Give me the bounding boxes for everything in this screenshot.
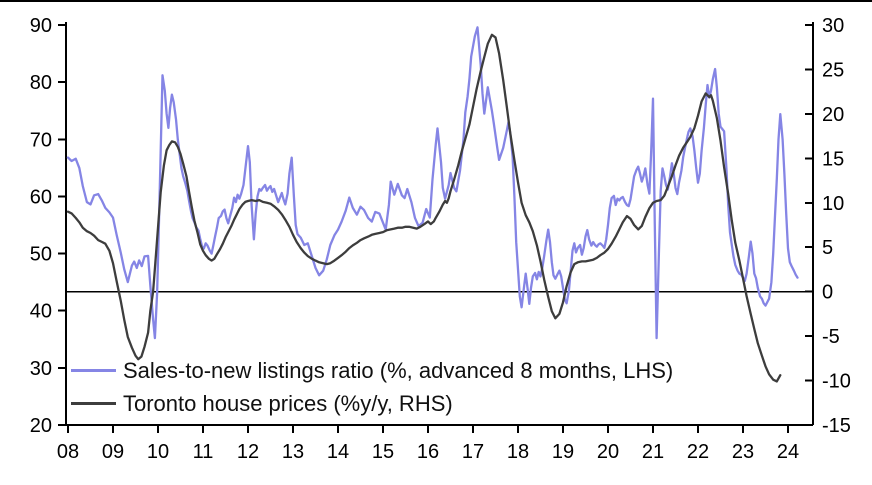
left-tick-label: 40: [30, 301, 52, 323]
ratio-line-sample-icon: [71, 369, 116, 372]
right-tick-label: -10: [822, 371, 851, 393]
right-tick-label: 10: [822, 193, 844, 215]
right-tick-label: 30: [822, 15, 844, 37]
axes: [58, 22, 814, 433]
year-tick-label: 19: [552, 441, 574, 463]
right-tick-label: 0: [822, 282, 833, 304]
prices-line-sample-icon: [71, 402, 116, 405]
right-tick-label: -5: [822, 326, 840, 348]
ratio-line: [66, 26, 799, 340]
year-tick-label: 10: [147, 441, 169, 463]
prices-line: [66, 33, 782, 383]
year-tick-label: 08: [57, 441, 79, 463]
legend-item-ratio: Sales-to-new listings ratio (%, advanced…: [71, 354, 673, 387]
left-tick-label: 20: [30, 415, 52, 437]
year-tick-label: 09: [102, 441, 124, 463]
legend-label-ratio: Sales-to-new listings ratio (%, advanced…: [123, 357, 674, 383]
year-tick-label: 14: [327, 441, 349, 463]
left-tick-label: 90: [30, 15, 52, 37]
year-tick-label: 16: [417, 441, 439, 463]
legend-label-prices: Toronto house prices (%y/y, RHS): [123, 390, 453, 416]
right-tick-label: -15: [822, 415, 851, 437]
year-tick-label: 20: [597, 441, 619, 463]
left-tick-label: 30: [30, 358, 52, 380]
year-tick-label: 23: [732, 441, 754, 463]
year-tick-label: 17: [462, 441, 484, 463]
year-tick-label: 15: [372, 441, 394, 463]
year-tick-label: 12: [237, 441, 259, 463]
right-tick-label: 5: [822, 237, 833, 259]
left-tick-label: 60: [30, 186, 52, 208]
right-tick-label: 25: [822, 59, 844, 81]
year-tick-label: 13: [282, 441, 304, 463]
year-tick-label: 21: [642, 441, 664, 463]
left-tick-label: 50: [30, 244, 52, 266]
left-tick-label: 80: [30, 72, 52, 94]
right-tick-label: 20: [822, 104, 844, 126]
year-tick-label: 24: [777, 441, 799, 463]
year-tick-label: 11: [193, 441, 214, 463]
year-tick-label: 22: [687, 441, 709, 463]
legend-item-prices: Toronto house prices (%y/y, RHS): [71, 387, 673, 420]
chart-legend: Sales-to-new listings ratio (%, advanced…: [71, 354, 673, 420]
left-tick-label: 70: [30, 129, 52, 151]
year-tick-label: 18: [507, 441, 529, 463]
right-tick-label: 15: [822, 148, 844, 170]
